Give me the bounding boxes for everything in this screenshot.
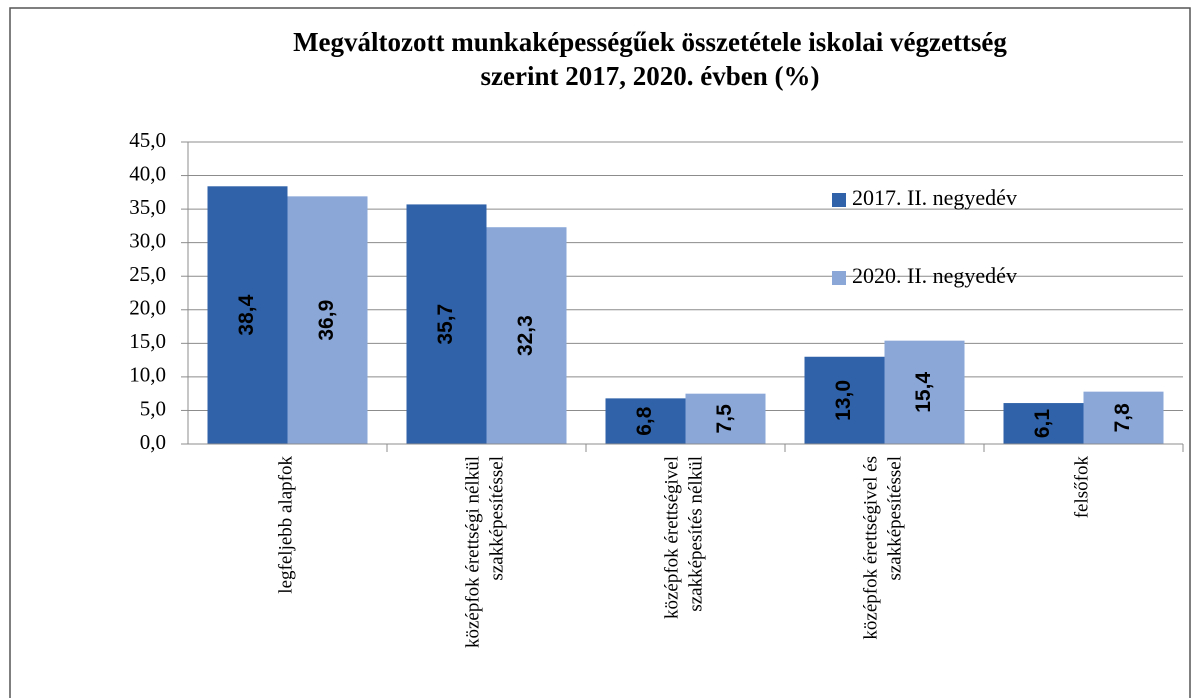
bar (804, 356, 885, 444)
y-tick-label: 45,0 (129, 128, 166, 152)
y-tick-label: 35,0 (129, 195, 166, 219)
value-label: 7,5 (713, 404, 736, 434)
bar (287, 196, 368, 444)
legend-label: 2017. II. negyedév (852, 185, 1017, 210)
x-tick-label: legfeljebb alapfok (276, 456, 297, 594)
bar (605, 398, 686, 444)
y-tick-label: 15,0 (129, 329, 166, 353)
bar (406, 204, 487, 444)
x-tick-label: középfok érettségivel szakképesítés nélkü… (662, 456, 707, 619)
bar (685, 393, 766, 444)
y-tick-label: 5,0 (140, 396, 166, 420)
bar (884, 340, 965, 444)
y-tick-label: 20,0 (129, 296, 166, 320)
chart-border (9, 7, 1191, 698)
x-tick-label: középfok érettségivel és szakképesítéssel (861, 456, 906, 640)
bar (207, 186, 288, 444)
value-label: 13,0 (832, 380, 855, 421)
bar (1003, 403, 1084, 444)
value-label: 6,1 (1031, 409, 1054, 439)
value-label: 15,4 (912, 372, 935, 413)
legend-swatch (832, 193, 846, 207)
bar (1083, 391, 1164, 444)
x-tick-label: felsőfok (1072, 456, 1093, 519)
value-label: 6,8 (633, 406, 656, 436)
chart-title: Megváltozott munkaképességűek összetétel… (293, 27, 1007, 91)
y-tick-label: 10,0 (129, 363, 166, 387)
value-label: 38,4 (235, 294, 258, 335)
value-label: 35,7 (434, 304, 457, 345)
y-tick-label: 30,0 (129, 228, 166, 252)
y-tick-label: 40,0 (129, 161, 166, 185)
legend-label: 2020. II. negyedév (852, 263, 1017, 288)
value-label: 7,8 (1111, 403, 1134, 433)
y-tick-label: 0,0 (140, 430, 166, 454)
y-tick-label: 25,0 (129, 262, 166, 286)
bar (486, 227, 567, 444)
legend-swatch (832, 271, 846, 285)
value-label: 36,9 (315, 300, 338, 341)
x-tick-label: középfok érettségi nélkül szakképesítésse… (463, 456, 508, 648)
value-label: 32,3 (514, 315, 537, 356)
